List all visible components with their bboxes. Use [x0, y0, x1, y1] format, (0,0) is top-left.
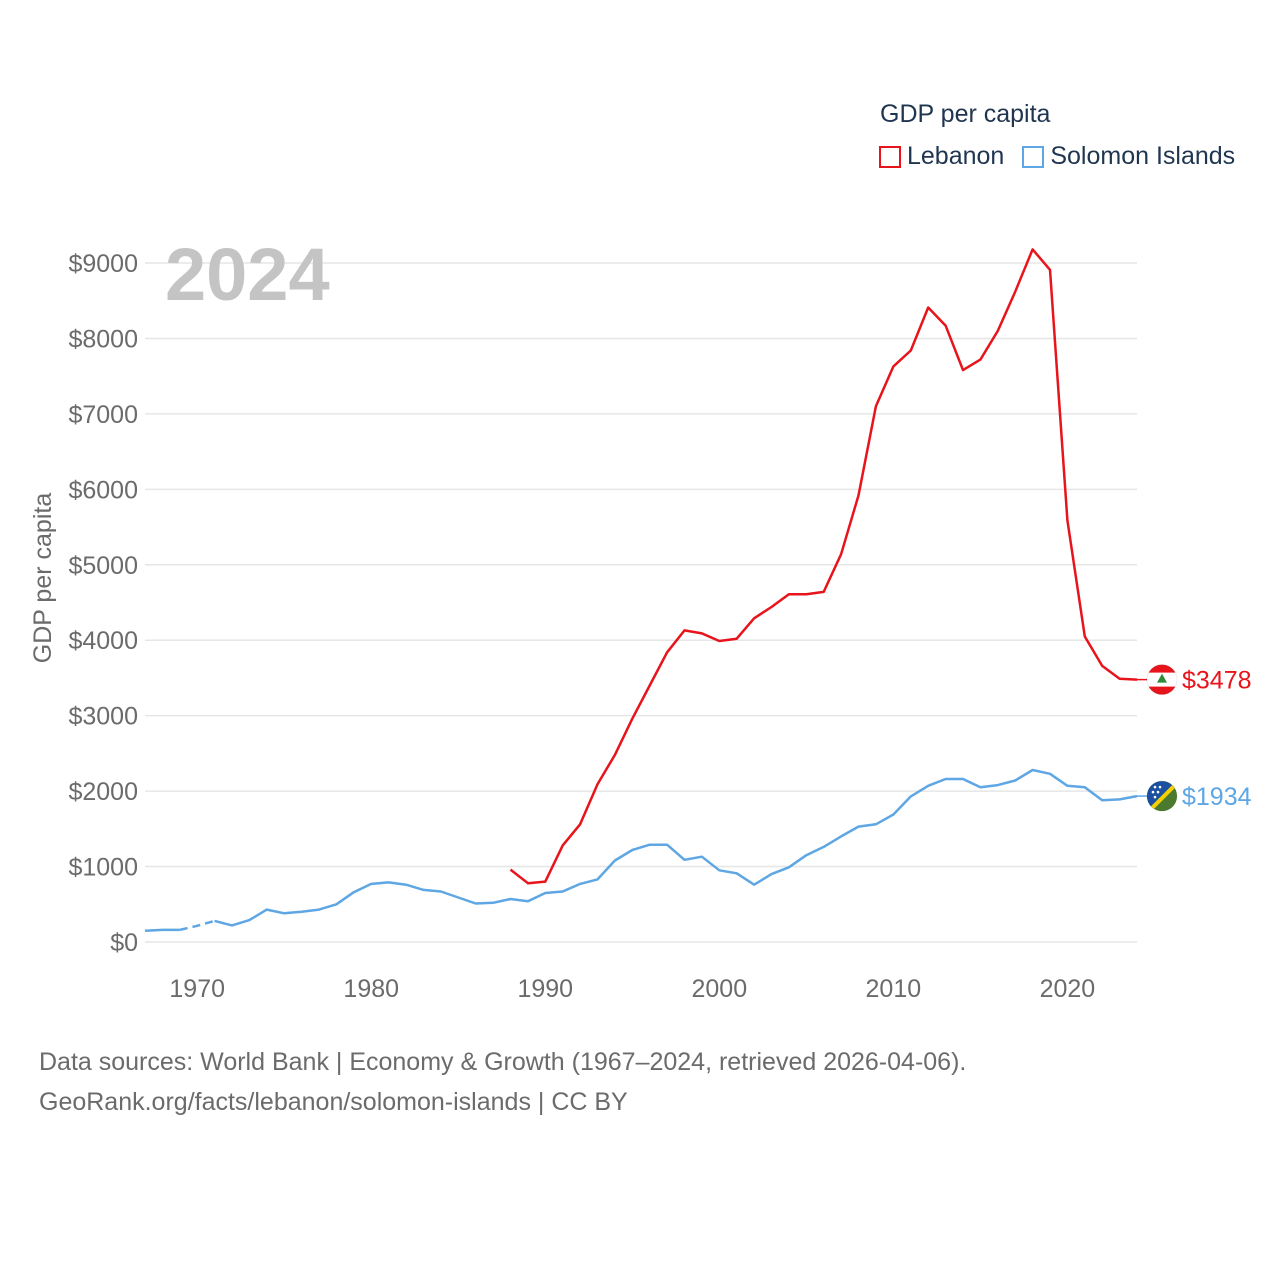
grid-lines: [145, 262, 1137, 943]
series-group: [144, 248, 1138, 932]
x-tick-label: 1970: [169, 975, 225, 1003]
series-line-solomon-islands: [144, 928, 180, 932]
y-tick-label: $2000: [68, 778, 138, 806]
series-line-lebanon: [509, 248, 1138, 885]
y-tick-label: $4000: [68, 627, 138, 655]
legend-label-solomon-islands: Solomon Islands: [1050, 142, 1236, 170]
x-tick-label: 2010: [866, 975, 922, 1003]
end-value-label-solomon-islands: $1934: [1182, 783, 1252, 811]
y-tick-label: $5000: [68, 552, 138, 580]
series-line-solomon-islands: [214, 768, 1138, 927]
y-tick-label: $1000: [68, 854, 138, 882]
y-tick-label: $6000: [68, 476, 138, 504]
source-line-2[interactable]: GeoRank.org/facts/lebanon/solomon-island…: [39, 1088, 628, 1116]
legend: Lebanon Solomon Islands: [879, 142, 1253, 171]
end-value-label-lebanon: $3478: [1182, 667, 1252, 695]
x-tick-label: 1980: [343, 975, 399, 1003]
y-tick-label: $3000: [68, 703, 138, 731]
y-tick-label: $9000: [68, 250, 138, 278]
legend-item-lebanon[interactable]: Lebanon: [879, 142, 1004, 171]
year-label: 2024: [165, 233, 330, 316]
lebanon-flag-icon: [1146, 664, 1178, 696]
legend-title: GDP per capita: [880, 100, 1051, 128]
series-line-solomon-islands: [179, 919, 215, 932]
source-note: Data sources: World Bank | Economy & Gro…: [39, 1042, 966, 1122]
x-tick-label: 2020: [1040, 975, 1096, 1003]
legend-swatch-solomon-islands: [1022, 145, 1045, 168]
x-axis-ticks: 1970 1980 1990 2000 2010 2020: [169, 975, 1095, 1003]
y-axis-ticks: $0 $1000 $2000 $3000 $4000 $5000 $6000 $7000 $80…: [68, 250, 138, 957]
end-labels: $3478 $1934: [1137, 664, 1252, 812]
legend-label-lebanon: Lebanon: [907, 142, 1005, 170]
y-tick-label: $0: [110, 929, 138, 957]
x-tick-label: 2000: [692, 975, 748, 1003]
y-axis-label: GDP per capita: [29, 493, 57, 664]
solomon-islands-flag-icon: [1146, 780, 1178, 812]
y-tick-label: $7000: [68, 401, 138, 429]
source-line-1: Data sources: World Bank | Economy & Gro…: [39, 1048, 967, 1076]
legend-swatch-lebanon: [879, 145, 901, 168]
legend-item-solomon-islands[interactable]: Solomon Islands: [1022, 142, 1235, 171]
x-tick-label: 1990: [517, 975, 573, 1003]
y-tick-label: $8000: [68, 325, 138, 353]
